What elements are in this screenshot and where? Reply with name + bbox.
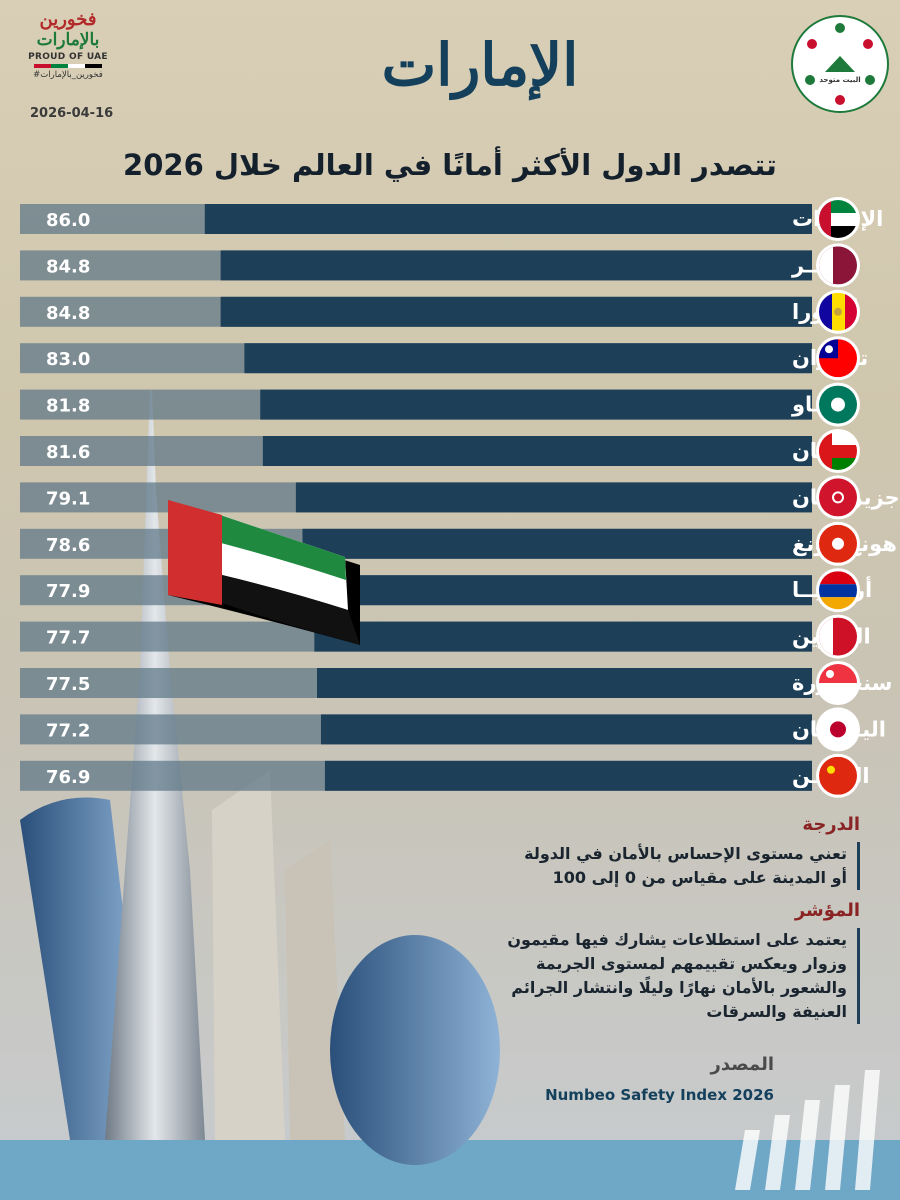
safety-index-bar-chart: الإمـارات86.0قطــر84.8أنـدورا84.8تايــوا… bbox=[20, 200, 857, 795]
page-title: تتصدر الدول الأكثر أمانًا في العالم خلال… bbox=[123, 148, 777, 182]
value-label: 84.8 bbox=[46, 256, 90, 277]
bar-qa bbox=[220, 250, 812, 281]
bar-hk bbox=[302, 528, 812, 559]
degree-line1: تعني مستوى الإحساس بالأمان في الدولة bbox=[524, 844, 847, 863]
bar-mo bbox=[260, 389, 812, 420]
bar-im bbox=[295, 482, 812, 513]
alemarat-logo: الإمارات bbox=[381, 31, 579, 99]
aldar-round-building bbox=[330, 935, 500, 1165]
value-label: 86.0 bbox=[46, 210, 90, 231]
source-label: المصدر bbox=[710, 1054, 775, 1075]
value-label: 76.9 bbox=[46, 767, 90, 788]
source-text: Numbeo Safety Index 2026 bbox=[545, 1086, 774, 1104]
publish-date: 2026-04-16 bbox=[30, 106, 114, 121]
bar-jp bbox=[320, 714, 812, 745]
value-label: 78.6 bbox=[46, 535, 90, 556]
ae-flag-icon bbox=[819, 200, 857, 238]
badge-english: PROUD OF UAE bbox=[28, 52, 108, 62]
index-line3: والشعور بالأمان نهارًا وليلًا وانتشار ال… bbox=[511, 978, 847, 997]
index-line1: يعتمد على استطلاعات يشارك فيها مقيمون bbox=[507, 930, 847, 949]
value-label: 79.1 bbox=[46, 488, 90, 509]
value-label: 77.7 bbox=[46, 628, 90, 649]
degree-line2: أو المدينة على مقياس من 0 إلى 100 bbox=[552, 868, 847, 887]
emirates-tower-right bbox=[285, 840, 345, 1140]
tw-flag-icon bbox=[819, 339, 857, 378]
united-home-emblem-icon: البيت متوحد bbox=[791, 15, 889, 113]
value-label: 77.5 bbox=[46, 674, 90, 695]
index-line4: العنيفة والسرقات bbox=[706, 1002, 847, 1021]
index-line2: وزوار ويعكس تقييمهم لمستوى الجريمة bbox=[535, 954, 847, 973]
value-label: 81.8 bbox=[46, 396, 90, 417]
value-label: 83.0 bbox=[46, 349, 90, 370]
badge-hashtag: #فخورين_بالإمارات bbox=[33, 70, 103, 80]
bar-sg bbox=[317, 668, 812, 698]
emblem-text: البيت متوحد bbox=[819, 76, 860, 84]
emirates-tower-left bbox=[212, 770, 285, 1140]
hk-flag-icon bbox=[819, 524, 857, 563]
value-label: 77.9 bbox=[46, 581, 90, 602]
value-label: 84.8 bbox=[46, 303, 90, 324]
sg-flag-icon bbox=[819, 664, 857, 702]
uae-waving-flag-icon bbox=[168, 500, 360, 645]
om-flag-icon bbox=[819, 432, 857, 470]
cn-flag-icon bbox=[819, 756, 857, 795]
bar-am bbox=[311, 575, 812, 606]
am-flag-icon bbox=[819, 571, 857, 610]
index-heading: المؤشر bbox=[794, 900, 860, 921]
degree-description: تعني مستوى الإحساس بالأمان في الدولة أو … bbox=[467, 842, 860, 890]
badge-line1: فخورين bbox=[39, 9, 97, 30]
bar-tw bbox=[244, 343, 812, 374]
jp-flag-icon bbox=[819, 710, 857, 749]
bar-cn bbox=[324, 760, 812, 791]
proud-of-uae-badge: فخورين بالإمارات PROUD OF UAE #فخورين_با… bbox=[28, 9, 108, 81]
bar-bh bbox=[314, 621, 812, 652]
index-description: يعتمد على استطلاعات يشارك فيها مقيمون وز… bbox=[467, 928, 860, 1024]
im-flag-icon bbox=[819, 478, 857, 517]
decorative-stripes bbox=[735, 1070, 880, 1190]
bh-flag-icon bbox=[819, 617, 857, 656]
value-label: 77.2 bbox=[46, 720, 90, 741]
bar-ae bbox=[204, 204, 813, 234]
ad-flag-icon bbox=[819, 292, 857, 331]
qa-flag-icon bbox=[819, 246, 857, 285]
bar-om bbox=[262, 436, 812, 466]
bar-ad bbox=[220, 296, 812, 327]
value-label: 81.6 bbox=[46, 442, 90, 463]
mo-flag-icon bbox=[819, 385, 857, 424]
degree-heading: الدرجة bbox=[802, 814, 860, 835]
badge-line2: بالإمارات bbox=[36, 30, 100, 50]
badge-flag-stripe bbox=[34, 64, 102, 68]
